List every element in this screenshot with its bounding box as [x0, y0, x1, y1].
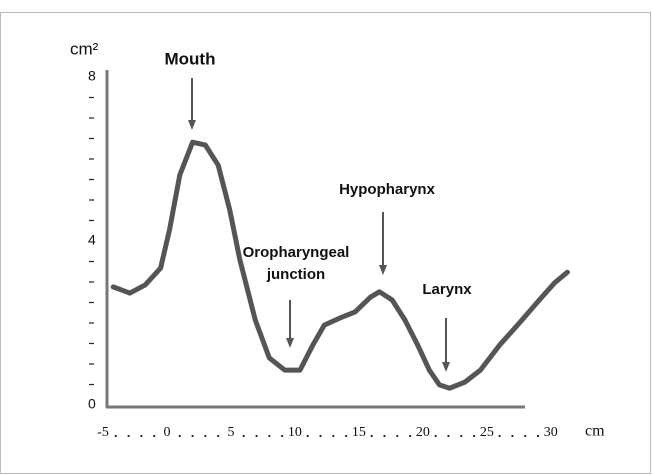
frame [0, 12, 651, 474]
y-tick-label: 8 [88, 68, 96, 84]
x-tick-label: 30 [544, 425, 558, 440]
x-minor-tick [370, 434, 373, 438]
y-tick-label: 4 [88, 232, 96, 248]
x-minor-tick [281, 434, 284, 438]
x-tick-label: 5 [227, 425, 234, 440]
x-minor-tick [255, 434, 258, 438]
x-minor-tick [178, 434, 181, 438]
x-minor-tick [332, 434, 335, 438]
x-minor-tick [511, 434, 514, 438]
annotation-text: junction [266, 266, 325, 283]
y-tick-label: 0 [88, 396, 96, 412]
arrow-head [286, 338, 294, 348]
arrow-head [442, 362, 450, 372]
annotation-text: Oropharyngeal [243, 244, 350, 261]
curve [110, 139, 570, 391]
x-minor-tick [434, 434, 437, 438]
x-minor-tick [498, 434, 501, 438]
x-minor-tick [204, 434, 207, 438]
x-minor-tick [319, 434, 322, 438]
x-minor-tick [460, 434, 463, 438]
x-tick-label: 10 [288, 425, 302, 440]
arrow-head [188, 120, 196, 130]
x-minor-tick [268, 434, 271, 438]
x-minor-tick [306, 434, 309, 438]
x-minor-tick [140, 434, 143, 438]
x-minor-tick [127, 434, 130, 438]
annotation-text: Hypopharynx [339, 181, 436, 198]
x-minor-tick [396, 434, 399, 438]
x-tick-label: 20 [416, 425, 430, 440]
x-minor-tick [472, 434, 476, 438]
x-minor-tick [536, 434, 540, 438]
x-minor-tick [447, 434, 450, 438]
x-minor-tick [524, 434, 527, 438]
y-unit: cm² [70, 39, 99, 58]
x-tick-label: 0 [163, 425, 170, 440]
x-unit: cm [585, 423, 605, 440]
x-minor-tick [408, 434, 412, 438]
annotation-text: Mouth [165, 49, 216, 68]
x-minor-tick [153, 434, 156, 438]
annotation-text: Larynx [422, 281, 472, 298]
x-minor-tick [114, 434, 117, 438]
x-minor-tick [383, 434, 386, 438]
x-minor-tick [217, 434, 220, 438]
x-tick-label: 15 [352, 425, 366, 440]
x-minor-tick [242, 434, 245, 438]
x-tick-label: 25 [480, 425, 494, 440]
x-minor-tick [344, 434, 348, 438]
arrow-head [379, 265, 387, 275]
x-tick-label: -5 [97, 425, 109, 440]
x-minor-tick [191, 434, 194, 438]
